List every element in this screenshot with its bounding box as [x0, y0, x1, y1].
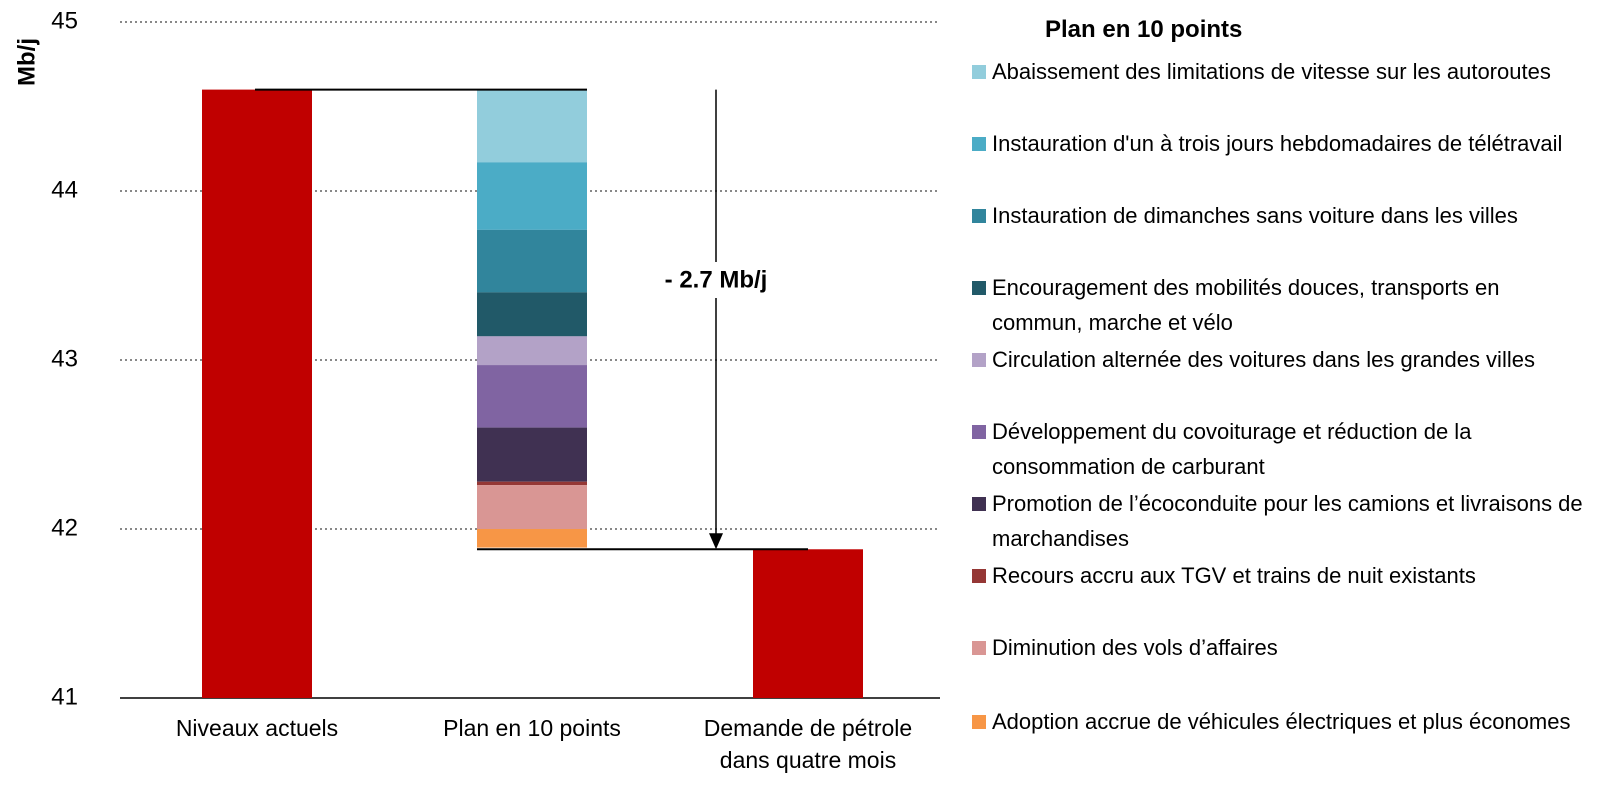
x-tick-label: Demande de pétrole dans quatre mois — [703, 715, 913, 773]
legend-label: Adoption accrue de véhicules électriques… — [992, 709, 1571, 734]
step-segment — [477, 481, 587, 486]
y-axis-label: Mb/j — [13, 38, 40, 86]
step-segment — [477, 229, 587, 293]
y-tick-label: 41 — [51, 683, 78, 710]
step-segment — [477, 336, 587, 366]
legend-swatch — [972, 65, 986, 79]
legend-label: Circulation alternée des voitures dans l… — [992, 347, 1535, 372]
y-tick-label: 43 — [51, 345, 78, 372]
legend-label: Abaissement des limitations de vitesse s… — [992, 59, 1551, 84]
legend-label: Diminution des vols d’affaires — [992, 635, 1278, 660]
legend-item: Développement du covoiturage et réductio… — [972, 414, 1592, 484]
legend-item: Encouragement des mobilités douces, tran… — [972, 270, 1592, 340]
y-tick-label: 44 — [51, 176, 78, 203]
legend-swatch — [972, 209, 986, 223]
chart: Mb/j 41 42 43 44 45 - 2.7 Mb/j — [13, 7, 940, 710]
legend-item: Instauration d'un à trois jours hebdomad… — [972, 126, 1592, 161]
legend-swatch — [972, 569, 986, 583]
annotation: - 2.7 Mb/j — [665, 266, 768, 293]
y-tick-label: 42 — [51, 514, 78, 541]
legend-swatch — [972, 715, 986, 729]
legend-label: Instauration d'un à trois jours hebdomad… — [992, 131, 1563, 156]
legend-item: Recours accru aux TGV et trains de nuit … — [972, 558, 1592, 593]
legend-swatch — [972, 137, 986, 151]
legend-item: Diminution des vols d’affaires — [972, 630, 1592, 665]
total-bar — [753, 549, 863, 698]
legend-swatch — [972, 425, 986, 439]
step-segment — [477, 427, 587, 482]
legend-title: Plan en 10 points — [1045, 16, 1243, 43]
legend-label: Recours accru aux TGV et trains de nuit … — [992, 563, 1476, 588]
legend-label: Instauration de dimanches sans voiture d… — [992, 203, 1518, 228]
y-tick-label: 45 — [51, 7, 78, 34]
legend-label: Encouragement des mobilités douces, tran… — [992, 275, 1500, 335]
step-segment — [477, 89, 587, 163]
legend-swatch — [972, 281, 986, 295]
legend-item: Abaissement des limitations de vitesse s… — [972, 54, 1592, 89]
step-segment — [477, 529, 587, 548]
legend-label: Développement du covoiturage et réductio… — [992, 419, 1472, 479]
legend-swatch — [972, 353, 986, 367]
total-bar — [202, 89, 312, 699]
step-segment — [477, 485, 587, 529]
legend-item: Adoption accrue de véhicules électriques… — [972, 704, 1592, 739]
annotation-bg — [640, 262, 790, 298]
arrow-head — [709, 533, 723, 550]
step-segment — [477, 162, 587, 230]
step-segment — [477, 292, 587, 337]
legend-label: Promotion de l’écoconduite pour les cami… — [992, 491, 1583, 551]
x-tick-label: Niveaux actuels — [175, 715, 339, 741]
x-tick-label: Plan en 10 points — [443, 715, 621, 741]
legend-swatch — [972, 497, 986, 511]
legend-item: Promotion de l’écoconduite pour les cami… — [972, 486, 1592, 556]
legend-item: Circulation alternée des voitures dans l… — [972, 342, 1592, 377]
legend-item: Instauration de dimanches sans voiture d… — [972, 198, 1592, 233]
step-segment — [477, 365, 587, 428]
legend-swatch — [972, 641, 986, 655]
